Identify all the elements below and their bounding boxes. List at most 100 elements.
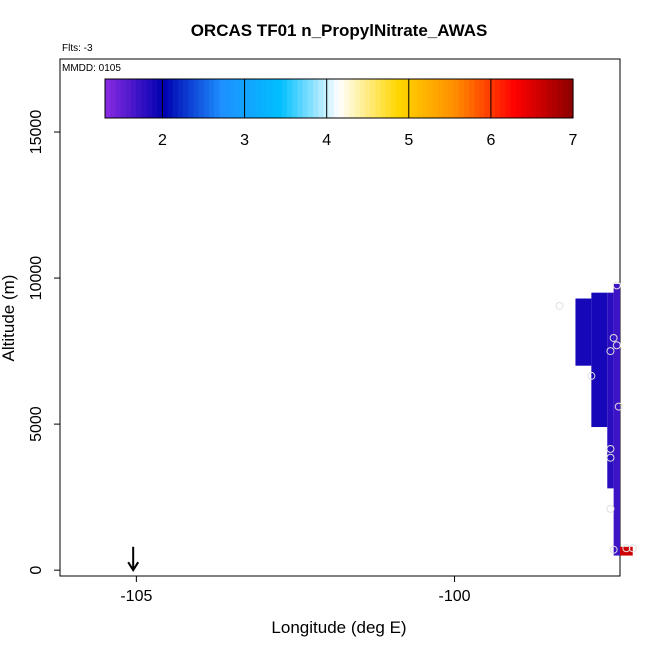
colorbar-segment bbox=[474, 79, 480, 118]
colorbar-segment bbox=[463, 79, 470, 118]
colorbar-segment bbox=[531, 79, 538, 118]
colorbar-segment bbox=[453, 79, 460, 118]
colorbar-segment bbox=[167, 79, 174, 118]
colorbar-segment bbox=[515, 79, 522, 118]
colorbar-segment bbox=[536, 79, 543, 118]
colorbar-segment bbox=[318, 79, 324, 118]
colorbar-segment bbox=[136, 79, 142, 118]
colorbar-segment bbox=[380, 79, 387, 118]
colorbar-segment bbox=[448, 79, 454, 118]
colorbar-segment bbox=[120, 79, 127, 118]
colorbar-segment bbox=[359, 79, 366, 118]
colorbar-segment bbox=[151, 79, 158, 118]
colorbar-segment bbox=[489, 79, 496, 118]
colorbar-segment bbox=[562, 79, 569, 118]
sample-point bbox=[606, 504, 615, 513]
colorbar-segment bbox=[422, 79, 428, 118]
x-axis-title: Longitude (deg E) bbox=[271, 618, 406, 637]
heatmap-cell bbox=[613, 283, 620, 556]
sample-point bbox=[609, 333, 618, 342]
colorbar-segment bbox=[209, 79, 215, 118]
colorbar-segment bbox=[339, 79, 345, 118]
colorbar-segment bbox=[193, 79, 200, 118]
y-tick-label: 10000 bbox=[28, 256, 45, 301]
colorbar-segment bbox=[162, 79, 168, 118]
colorbar-segment bbox=[287, 79, 293, 118]
sample-point bbox=[609, 545, 618, 554]
colorbar-segment bbox=[281, 79, 288, 118]
colorbar-segment bbox=[432, 79, 439, 118]
colorbar-segment bbox=[297, 79, 304, 118]
colorbar-segment bbox=[214, 79, 220, 118]
colorbar-segment bbox=[500, 79, 506, 118]
colorbar-segment bbox=[391, 79, 397, 118]
heatmap-cell bbox=[575, 298, 592, 366]
y-tick-label: 0 bbox=[28, 566, 45, 575]
colorbar-segment bbox=[557, 79, 564, 118]
arrow-head bbox=[127, 561, 140, 573]
colorbar-segment bbox=[567, 79, 574, 118]
colorbar-segment bbox=[417, 79, 423, 118]
colorbar-tick-label: 2 bbox=[158, 132, 167, 149]
colorbar-segment bbox=[307, 79, 314, 118]
colorbar-segment bbox=[510, 79, 517, 118]
colorbar-segment bbox=[141, 79, 148, 118]
colorbar-segment bbox=[276, 79, 283, 118]
colorbar-segment bbox=[203, 79, 210, 118]
sample-point bbox=[606, 453, 615, 462]
date-label: MMDD: 0105 bbox=[62, 63, 121, 74]
colorbar-segment bbox=[110, 79, 116, 118]
y-tick-label: 15000 bbox=[28, 110, 45, 155]
sample-point bbox=[612, 281, 621, 290]
x-axis: -105 -100 bbox=[120, 576, 471, 605]
colorbar-segment bbox=[125, 79, 132, 118]
colorbar-segment bbox=[266, 79, 272, 118]
y-axis: 0 5000 10000 15000 bbox=[28, 110, 60, 575]
colorbar-segment bbox=[250, 79, 257, 118]
colorbar-segment bbox=[333, 79, 340, 118]
colorbar-segment bbox=[188, 79, 194, 118]
x-tick-label: -100 bbox=[439, 588, 471, 605]
colorbar-segment bbox=[495, 79, 501, 118]
sample-point bbox=[555, 301, 564, 310]
colorbar-segment bbox=[354, 79, 361, 118]
colorbar-segment bbox=[375, 79, 382, 118]
colorbar-segment bbox=[105, 79, 111, 118]
heatmap-cell bbox=[620, 546, 633, 556]
sample-point bbox=[628, 544, 637, 553]
flights-label: Flts: -3 bbox=[62, 43, 93, 54]
sample-point bbox=[606, 444, 615, 453]
colorbar-segment bbox=[469, 79, 475, 118]
colorbar-segment bbox=[271, 79, 278, 118]
plot-area bbox=[59, 58, 621, 577]
colorbar-segment bbox=[521, 79, 527, 118]
colorbar-segment bbox=[505, 79, 512, 118]
colorbar-segment bbox=[245, 79, 252, 118]
colorbar-segment bbox=[261, 79, 267, 118]
colorbar-segment bbox=[370, 79, 376, 118]
colorbar-segment bbox=[427, 79, 434, 118]
colorbar-segment bbox=[344, 79, 350, 118]
colorbar-segment bbox=[526, 79, 532, 118]
colorbar-segment bbox=[541, 79, 548, 118]
colorbar-segment bbox=[443, 79, 449, 118]
colorbar-segment bbox=[255, 79, 262, 118]
colorbar-tick-label: 4 bbox=[322, 132, 331, 149]
colorbar-segment bbox=[458, 79, 465, 118]
sample-point bbox=[606, 347, 615, 356]
colorbar-segment bbox=[219, 79, 226, 118]
heatmap-cell bbox=[607, 292, 614, 489]
colorbar-segment bbox=[198, 79, 205, 118]
colorbar-segment bbox=[479, 79, 486, 118]
colorbar: 2 3 4 5 6 7 bbox=[104, 78, 578, 149]
colorbar-segment bbox=[177, 79, 184, 118]
colorbar-tick-label: 6 bbox=[486, 132, 495, 149]
colorbar-segment bbox=[302, 79, 309, 118]
colorbar-segment bbox=[406, 79, 413, 118]
colorbar-tick-label: 3 bbox=[240, 132, 249, 149]
colorbar-segment bbox=[328, 79, 335, 118]
colorbar-segment bbox=[349, 79, 356, 118]
colorbar-segment bbox=[229, 79, 236, 118]
colorbar-segment bbox=[157, 79, 163, 118]
